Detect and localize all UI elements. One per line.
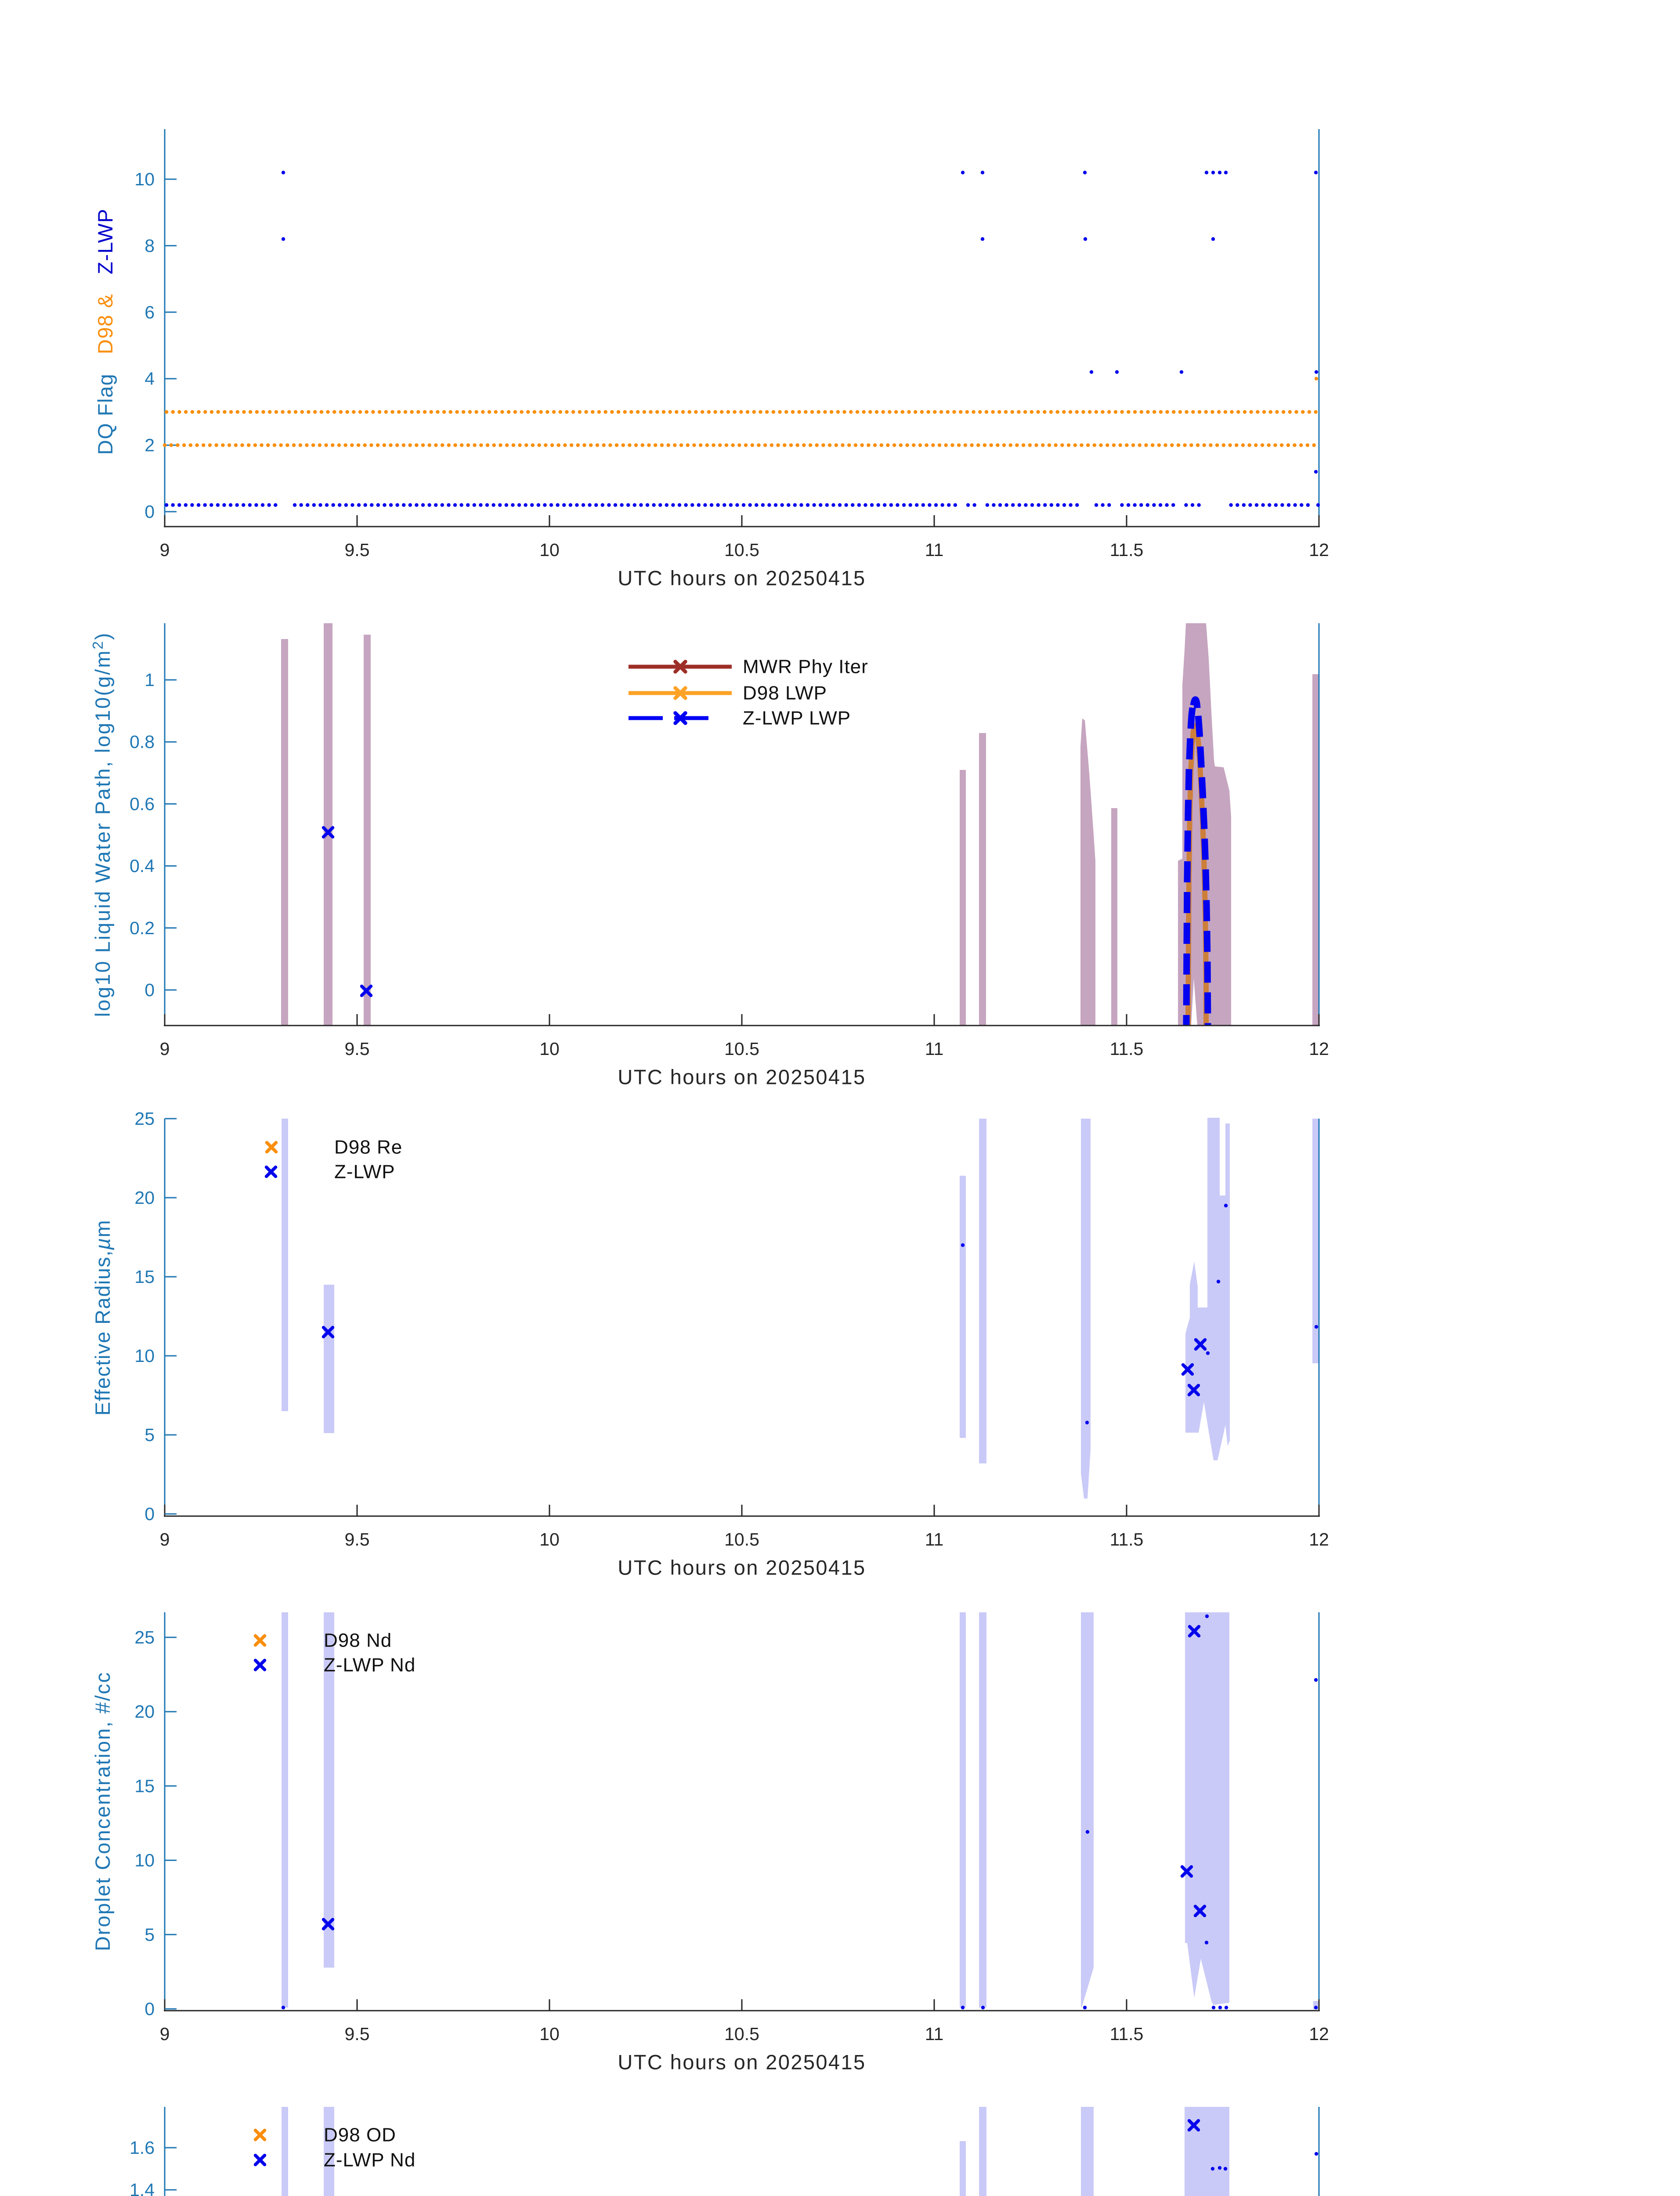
svg-text:0: 0 xyxy=(145,980,155,1000)
svg-text:UTC hours on 20250415: UTC hours on 20250415 xyxy=(618,1065,866,1089)
svg-text:1: 1 xyxy=(145,670,155,690)
svg-text:9.5: 9.5 xyxy=(345,2024,370,2044)
svg-text:D98 LWP: D98 LWP xyxy=(743,683,827,704)
svg-text:0.8: 0.8 xyxy=(130,732,155,752)
svg-text:12: 12 xyxy=(1309,540,1329,560)
svg-text:4: 4 xyxy=(145,368,155,389)
svg-text:11: 11 xyxy=(925,540,944,560)
svg-text:0.4: 0.4 xyxy=(130,856,155,876)
svg-text:Effective Radius,µm: Effective Radius,µm xyxy=(91,1220,114,1416)
svg-text:8: 8 xyxy=(145,235,155,256)
svg-text:5: 5 xyxy=(145,1925,155,1945)
svg-text:11: 11 xyxy=(925,1039,944,1059)
svg-text:9.5: 9.5 xyxy=(345,540,370,560)
svg-text:15: 15 xyxy=(134,1267,155,1287)
svg-text:6: 6 xyxy=(145,302,155,322)
svg-text:10: 10 xyxy=(539,2024,560,2044)
svg-text:0: 0 xyxy=(145,502,155,522)
svg-text:10.5: 10.5 xyxy=(724,1039,759,1059)
svg-text:9: 9 xyxy=(160,1529,170,1549)
svg-text:11.5: 11.5 xyxy=(1110,540,1144,560)
svg-text:10.5: 10.5 xyxy=(724,1529,759,1549)
svg-text:0: 0 xyxy=(145,1504,155,1524)
svg-text:D98 Re: D98 Re xyxy=(334,1137,402,1158)
svg-text:20: 20 xyxy=(134,1701,155,1722)
svg-text:25: 25 xyxy=(134,1109,155,1129)
svg-text:UTC hours on 20250415: UTC hours on 20250415 xyxy=(618,567,866,590)
svg-text:12: 12 xyxy=(1309,1529,1329,1549)
svg-text:0: 0 xyxy=(145,1999,155,2019)
svg-text:2: 2 xyxy=(145,435,155,455)
svg-text:UTC hours on 20250415: UTC hours on 20250415 xyxy=(618,2051,866,2074)
svg-text:Z-LWP: Z-LWP xyxy=(334,1161,395,1183)
svg-text:0.2: 0.2 xyxy=(130,918,155,938)
svg-text:11: 11 xyxy=(925,1529,944,1549)
svg-text:Z-LWP Nd: Z-LWP Nd xyxy=(324,2149,415,2171)
svg-text:1.6: 1.6 xyxy=(130,2138,155,2158)
svg-text:5: 5 xyxy=(145,1425,155,1445)
svg-text:MWR Phy Iter: MWR Phy Iter xyxy=(743,656,868,678)
svg-text:15: 15 xyxy=(134,1776,155,1796)
svg-text:D98 Nd: D98 Nd xyxy=(324,1630,392,1651)
svg-text:10: 10 xyxy=(539,540,560,560)
svg-text:Droplet Concentration, #/cc: Droplet Concentration, #/cc xyxy=(91,1671,114,1951)
svg-text:10: 10 xyxy=(539,1529,560,1549)
svg-text:10: 10 xyxy=(539,1039,560,1059)
svg-text:Z-LWP Nd: Z-LWP Nd xyxy=(324,1654,415,1676)
svg-text:0.6: 0.6 xyxy=(130,794,155,814)
svg-text:Z-LWP LWP: Z-LWP LWP xyxy=(743,708,851,729)
svg-text:12: 12 xyxy=(1309,2024,1329,2044)
svg-text:9: 9 xyxy=(160,1039,170,1059)
svg-text:10: 10 xyxy=(134,169,155,189)
svg-text:25: 25 xyxy=(134,1627,155,1647)
svg-text:10: 10 xyxy=(134,1850,155,1871)
svg-text:D98 OD: D98 OD xyxy=(324,2124,396,2146)
svg-text:1.4: 1.4 xyxy=(130,2180,155,2196)
svg-text:DQ Flag D98 & Z-LWP: DQ Flag D98 & Z-LWP xyxy=(94,208,117,455)
svg-text:11.5: 11.5 xyxy=(1110,1529,1144,1549)
svg-text:9: 9 xyxy=(160,540,170,560)
svg-text:10.5: 10.5 xyxy=(724,540,759,560)
svg-text:9.5: 9.5 xyxy=(345,1039,370,1059)
svg-text:11.5: 11.5 xyxy=(1110,1039,1144,1059)
svg-text:9.5: 9.5 xyxy=(345,1529,370,1549)
svg-text:20: 20 xyxy=(134,1188,155,1208)
svg-text:9: 9 xyxy=(160,2024,170,2044)
svg-text:UTC hours on 20250415: UTC hours on 20250415 xyxy=(618,1556,866,1579)
svg-text:log10 Liquid Water Path, log10: log10 Liquid Water Path, log10(g/m2) xyxy=(90,632,114,1017)
svg-text:11: 11 xyxy=(925,2024,944,2044)
svg-text:10.5: 10.5 xyxy=(724,2024,759,2044)
svg-text:12: 12 xyxy=(1309,1039,1329,1059)
svg-text:11.5: 11.5 xyxy=(1110,2024,1144,2044)
svg-text:10: 10 xyxy=(134,1346,155,1366)
